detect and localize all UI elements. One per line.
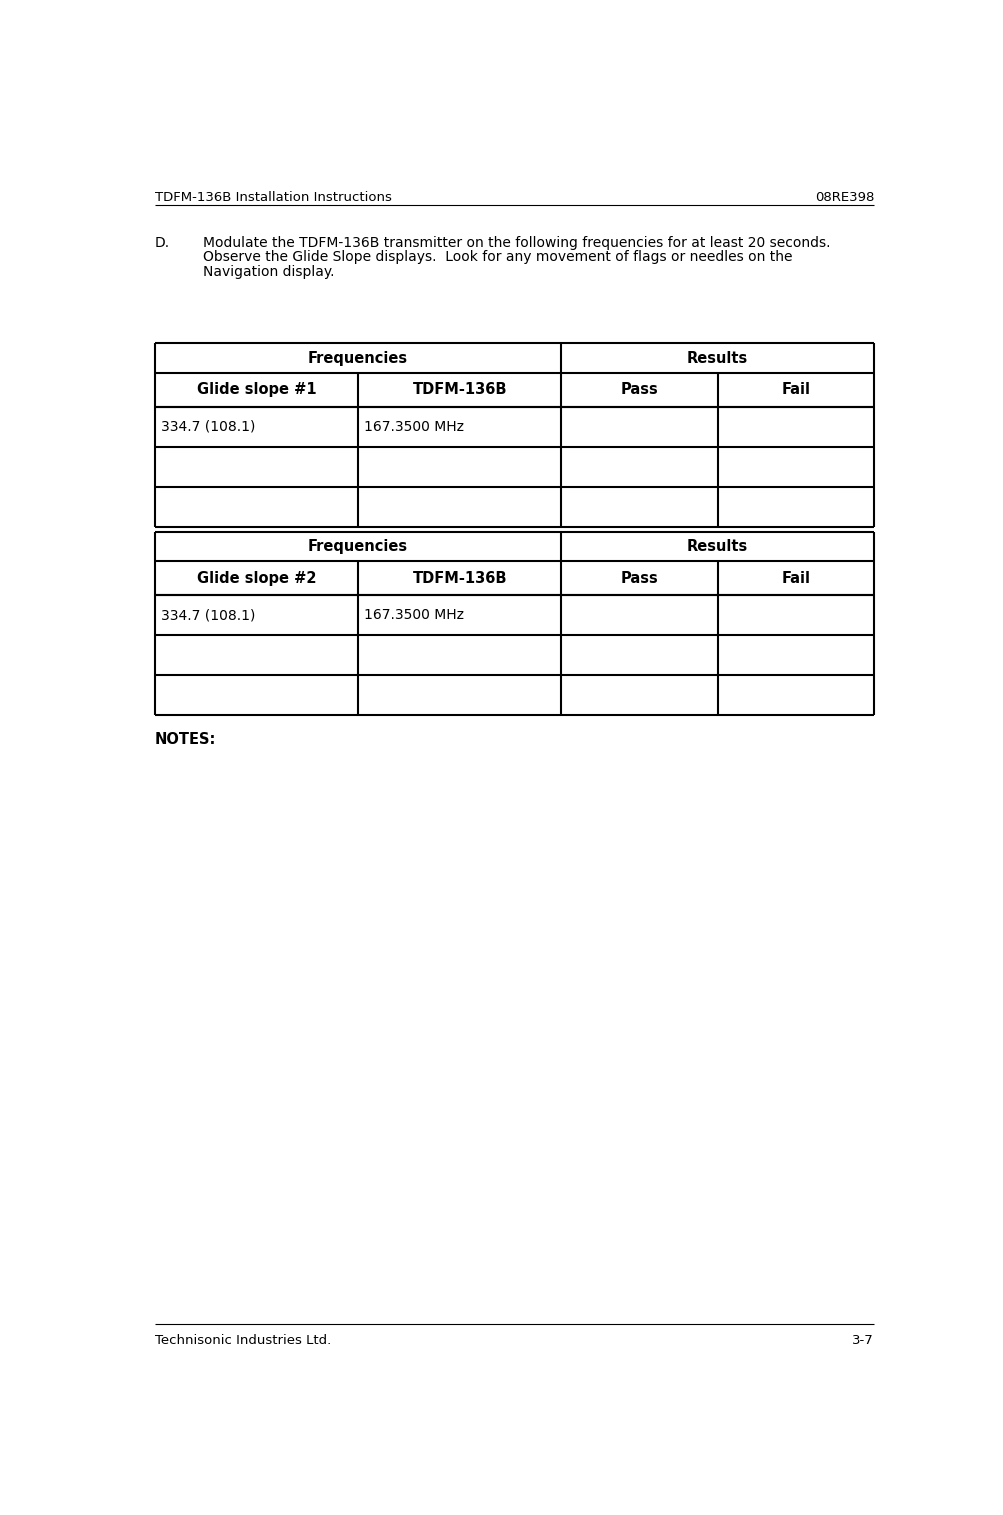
Text: 167.3500 MHz: 167.3500 MHz bbox=[364, 609, 463, 623]
Text: Pass: Pass bbox=[620, 382, 658, 397]
Text: TDFM-136B: TDFM-136B bbox=[412, 382, 507, 397]
Text: NOTES:: NOTES: bbox=[154, 732, 216, 747]
Text: Frequencies: Frequencies bbox=[308, 539, 408, 554]
Text: D.: D. bbox=[154, 236, 170, 250]
Text: Technisonic Industries Ltd.: Technisonic Industries Ltd. bbox=[154, 1335, 331, 1347]
Text: 334.7 (108.1): 334.7 (108.1) bbox=[161, 420, 256, 433]
Text: Modulate the TDFM-136B transmitter on the following frequencies for at least 20 : Modulate the TDFM-136B transmitter on th… bbox=[203, 236, 829, 250]
Text: Results: Results bbox=[686, 539, 747, 554]
Text: 167.3500 MHz: 167.3500 MHz bbox=[364, 420, 463, 433]
Text: Results: Results bbox=[686, 350, 747, 365]
Text: Glide slope #2: Glide slope #2 bbox=[197, 571, 316, 586]
Text: Navigation display.: Navigation display. bbox=[203, 265, 334, 279]
Text: Glide slope #1: Glide slope #1 bbox=[197, 382, 316, 397]
Text: Frequencies: Frequencies bbox=[308, 350, 408, 365]
Text: 08RE398: 08RE398 bbox=[814, 191, 874, 205]
Text: Fail: Fail bbox=[780, 571, 809, 586]
Text: TDFM-136B: TDFM-136B bbox=[412, 571, 507, 586]
Text: Pass: Pass bbox=[620, 571, 658, 586]
Text: TDFM-136B Installation Instructions: TDFM-136B Installation Instructions bbox=[154, 191, 391, 205]
Text: Fail: Fail bbox=[780, 382, 809, 397]
Text: 3-7: 3-7 bbox=[852, 1335, 874, 1347]
Text: Observe the Glide Slope displays.  Look for any movement of flags or needles on : Observe the Glide Slope displays. Look f… bbox=[203, 250, 791, 264]
Text: 334.7 (108.1): 334.7 (108.1) bbox=[161, 609, 256, 623]
